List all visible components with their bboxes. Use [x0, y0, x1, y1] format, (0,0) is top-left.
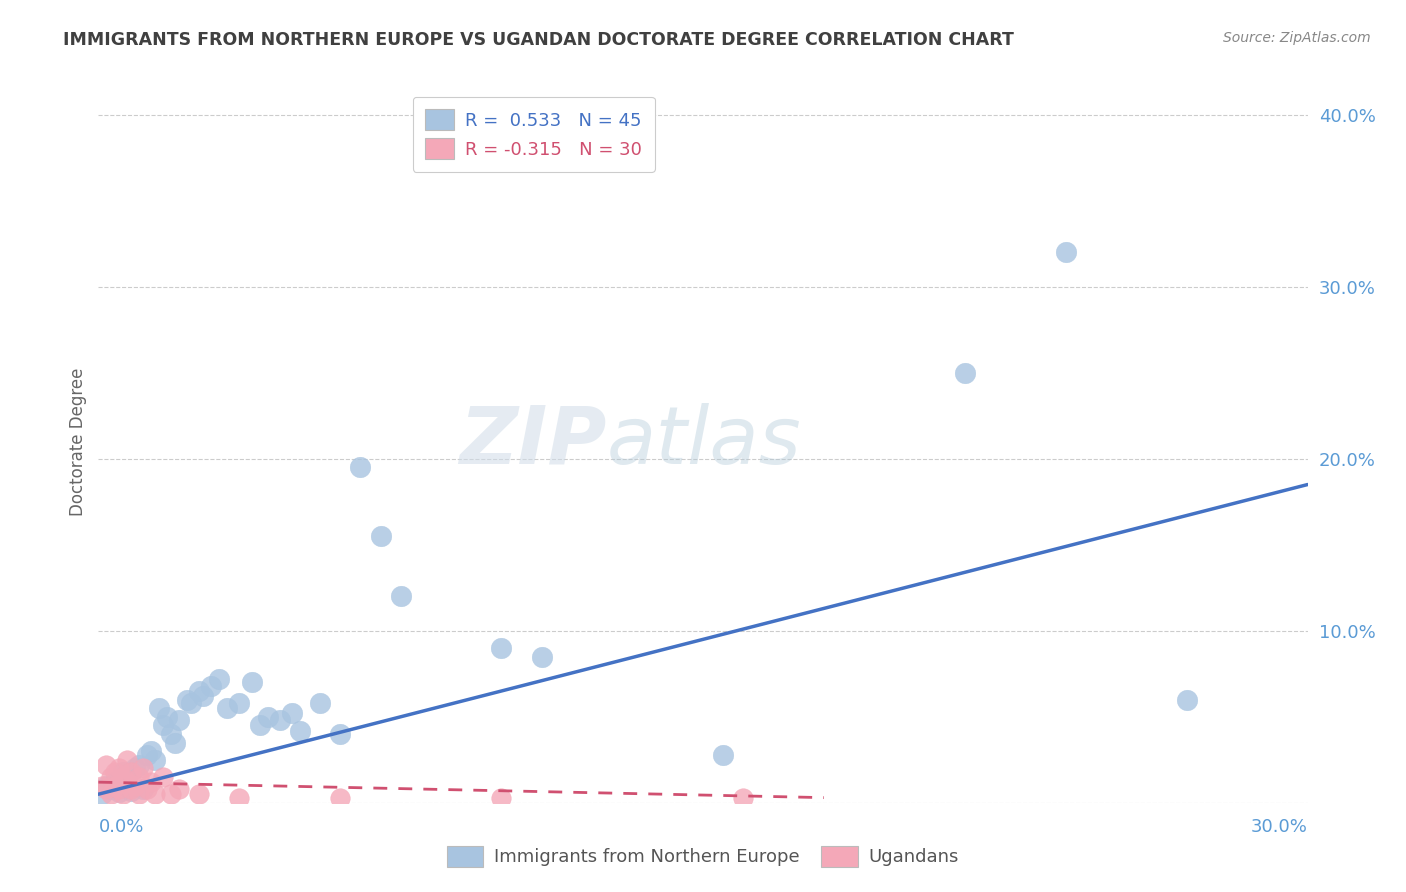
- Point: [100, 770, 122, 784]
- Point: [176, 692, 198, 706]
- Point: [180, 696, 202, 710]
- Point: [96, 758, 118, 772]
- Point: [711, 747, 734, 762]
- Point: [733, 790, 755, 805]
- Point: [228, 696, 250, 710]
- Point: [167, 713, 190, 727]
- Point: [120, 764, 142, 779]
- Point: [288, 723, 311, 738]
- Point: [128, 770, 150, 784]
- Point: [135, 747, 157, 762]
- Point: [135, 782, 157, 797]
- Text: IMMIGRANTS FROM NORTHERN EUROPE VS UGANDAN DOCTORATE DEGREE CORRELATION CHART: IMMIGRANTS FROM NORTHERN EUROPE VS UGAND…: [63, 31, 1014, 49]
- Point: [167, 782, 190, 797]
- Point: [139, 744, 162, 758]
- Point: [100, 787, 122, 801]
- Point: [193, 689, 215, 703]
- Point: [160, 727, 183, 741]
- Point: [1054, 245, 1077, 260]
- Point: [139, 775, 162, 789]
- Point: [1175, 692, 1198, 706]
- Point: [132, 782, 155, 797]
- Point: [103, 764, 125, 779]
- Point: [143, 753, 166, 767]
- Point: [115, 753, 138, 767]
- Point: [91, 787, 114, 801]
- Point: [128, 758, 150, 772]
- Point: [156, 710, 179, 724]
- Point: [124, 761, 146, 775]
- Point: [160, 787, 183, 801]
- Point: [120, 782, 142, 797]
- Point: [188, 787, 211, 801]
- Point: [309, 696, 332, 710]
- Point: [240, 675, 263, 690]
- Point: [249, 718, 271, 732]
- Point: [107, 782, 129, 797]
- Point: [143, 787, 166, 801]
- Y-axis label: Doctorate Degree: Doctorate Degree: [69, 368, 87, 516]
- Text: 0.0%: 0.0%: [98, 818, 143, 836]
- Legend: Immigrants from Northern Europe, Ugandans: Immigrants from Northern Europe, Ugandan…: [440, 838, 966, 874]
- Text: Source: ZipAtlas.com: Source: ZipAtlas.com: [1223, 31, 1371, 45]
- Point: [96, 782, 118, 797]
- Point: [329, 727, 352, 741]
- Point: [491, 790, 513, 805]
- Point: [111, 764, 134, 779]
- Point: [389, 590, 412, 604]
- Point: [152, 770, 174, 784]
- Point: [163, 735, 186, 749]
- Point: [188, 684, 211, 698]
- Point: [256, 710, 278, 724]
- Text: 30.0%: 30.0%: [1251, 818, 1308, 836]
- Point: [370, 529, 392, 543]
- Point: [349, 460, 371, 475]
- Point: [953, 366, 976, 380]
- Point: [91, 779, 114, 793]
- Point: [217, 701, 239, 715]
- Point: [107, 785, 129, 799]
- Point: [281, 706, 304, 721]
- Point: [491, 640, 513, 655]
- Point: [530, 649, 553, 664]
- Point: [96, 779, 118, 793]
- Point: [103, 775, 125, 789]
- Legend: R =  0.533   N = 45, R = -0.315   N = 30: R = 0.533 N = 45, R = -0.315 N = 30: [413, 96, 655, 171]
- Point: [115, 770, 138, 784]
- Point: [100, 782, 122, 797]
- Point: [228, 790, 250, 805]
- Point: [115, 775, 138, 789]
- Point: [124, 779, 146, 793]
- Point: [148, 701, 170, 715]
- Point: [103, 779, 125, 793]
- Point: [329, 790, 352, 805]
- Point: [120, 784, 142, 798]
- Point: [111, 770, 134, 784]
- Point: [208, 672, 231, 686]
- Text: ZIP: ZIP: [458, 402, 606, 481]
- Point: [132, 761, 155, 775]
- Point: [111, 787, 134, 801]
- Point: [128, 787, 150, 801]
- Point: [200, 679, 222, 693]
- Text: atlas: atlas: [606, 402, 801, 481]
- Point: [269, 713, 291, 727]
- Point: [152, 718, 174, 732]
- Point: [107, 761, 129, 775]
